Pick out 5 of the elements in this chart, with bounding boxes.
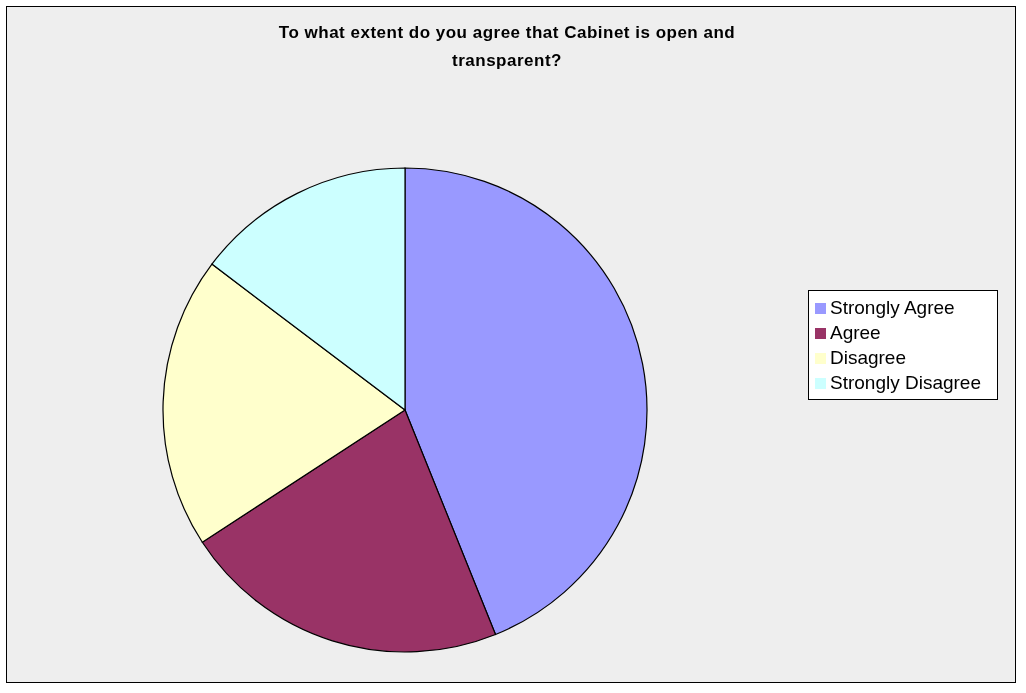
chart-title: To what extent do you agree that Cabinet is open and transparent?: [277, 22, 737, 72]
legend-label: Strongly Agree: [829, 296, 955, 318]
legend-label: Agree: [829, 321, 881, 343]
legend-label: Disagree: [829, 346, 907, 368]
legend-label: Strongly Disagree: [829, 371, 981, 393]
